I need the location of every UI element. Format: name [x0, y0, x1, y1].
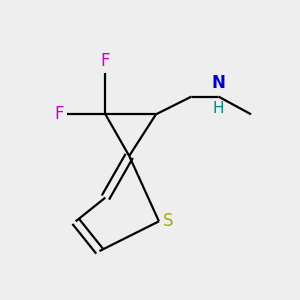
Text: N: N	[212, 74, 225, 92]
Text: S: S	[164, 212, 174, 230]
Text: F: F	[54, 105, 64, 123]
Text: H: H	[213, 101, 224, 116]
Text: F: F	[101, 52, 110, 70]
